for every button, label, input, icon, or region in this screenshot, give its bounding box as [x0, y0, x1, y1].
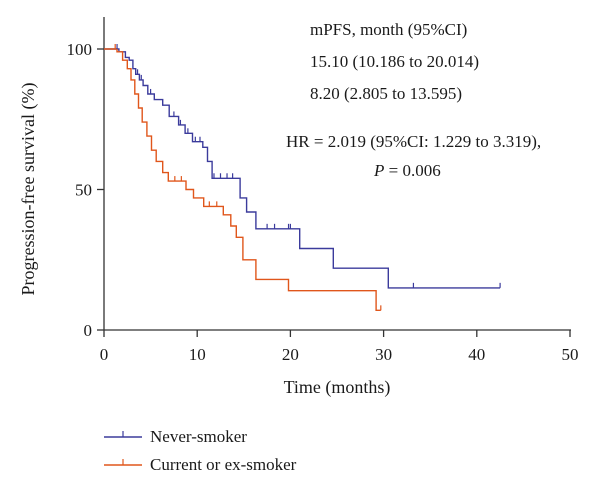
p-value: = 0.006 — [384, 161, 440, 180]
annotation-mpfs-never-smoker: 15.10 (10.186 to 20.014) — [310, 52, 479, 71]
p-symbol: P — [373, 161, 384, 180]
annotation-p-value: P = 0.006 — [373, 161, 441, 180]
legend-label-never-smoker: Never-smoker — [150, 427, 247, 446]
legend-label-current-or-ex-smoker: Current or ex-smoker — [150, 455, 297, 474]
current-or-ex-smoker-curve — [104, 48, 381, 311]
x-tick-label: 30 — [375, 345, 392, 364]
y-axis-label: Progression-free survival (%) — [18, 83, 39, 296]
x-axis-label: Time (months) — [284, 377, 391, 398]
never-smoker-curve — [104, 48, 501, 289]
censor-marks — [114, 44, 501, 311]
y-tick-label: 100 — [67, 40, 93, 59]
axes: 0 10 20 30 40 50 0 50 100 — [67, 17, 579, 364]
y-tick-label: 50 — [75, 181, 92, 200]
y-tick-label: 0 — [84, 321, 93, 340]
x-tick-label: 40 — [468, 345, 485, 364]
legend — [104, 431, 142, 466]
annotation-mpfs-smoker: 8.20 (2.805 to 13.595) — [310, 84, 462, 103]
x-tick-label: 10 — [189, 345, 206, 364]
x-tick-label: 0 — [100, 345, 109, 364]
annotation-hazard-ratio: HR = 2.019 (95%CI: 1.229 to 3.319), — [286, 132, 541, 151]
x-tick-label: 50 — [562, 345, 579, 364]
x-tick-label: 20 — [282, 345, 299, 364]
survival-curves — [104, 48, 501, 311]
annotation-header: mPFS, month (95%CI) — [310, 20, 467, 39]
